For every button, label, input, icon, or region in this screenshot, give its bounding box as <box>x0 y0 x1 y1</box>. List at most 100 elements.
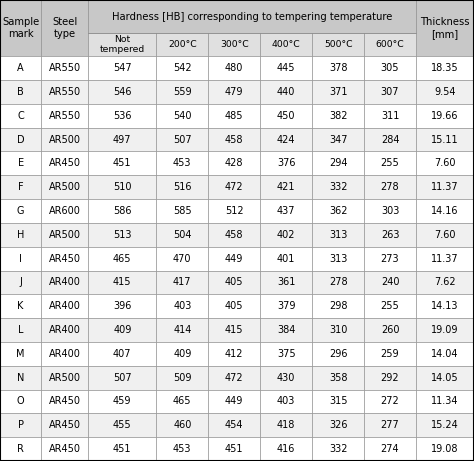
Bar <box>312 223 364 247</box>
Bar <box>416 152 474 175</box>
Text: 15.11: 15.11 <box>431 135 459 145</box>
Text: 451: 451 <box>113 159 131 168</box>
Text: AR500: AR500 <box>49 230 81 240</box>
Text: 449: 449 <box>225 254 244 264</box>
Text: 384: 384 <box>277 325 295 335</box>
Text: 412: 412 <box>225 349 244 359</box>
Text: 470: 470 <box>173 254 191 264</box>
Bar <box>364 366 416 390</box>
Bar <box>416 80 474 104</box>
Bar <box>0 0 41 56</box>
Bar <box>208 437 260 461</box>
Text: AR600: AR600 <box>49 206 81 216</box>
Bar <box>88 0 416 33</box>
Bar <box>88 414 156 437</box>
Bar <box>364 318 416 342</box>
Text: 403: 403 <box>277 396 295 407</box>
Bar <box>156 104 208 128</box>
Text: AR400: AR400 <box>49 349 81 359</box>
Text: 546: 546 <box>113 87 131 97</box>
Bar <box>312 390 364 414</box>
Bar <box>416 318 474 342</box>
Text: C: C <box>17 111 24 121</box>
Bar <box>260 390 312 414</box>
Bar <box>416 223 474 247</box>
Bar <box>0 80 41 104</box>
Text: AR450: AR450 <box>49 159 81 168</box>
Bar <box>312 294 364 318</box>
Bar <box>88 437 156 461</box>
Text: 7.60: 7.60 <box>434 230 456 240</box>
Text: 586: 586 <box>113 206 131 216</box>
Text: 284: 284 <box>381 135 399 145</box>
Bar <box>312 366 364 390</box>
Bar <box>88 390 156 414</box>
Text: 500°C: 500°C <box>324 40 352 49</box>
Text: 458: 458 <box>225 135 244 145</box>
Text: 540: 540 <box>173 111 191 121</box>
Bar <box>260 366 312 390</box>
Text: 307: 307 <box>381 87 399 97</box>
Text: AR400: AR400 <box>49 278 81 287</box>
Bar <box>260 128 312 152</box>
Bar <box>0 390 41 414</box>
Text: 382: 382 <box>329 111 347 121</box>
Text: 361: 361 <box>277 278 295 287</box>
Text: Thickness
[mm]: Thickness [mm] <box>420 18 470 39</box>
Bar <box>208 128 260 152</box>
Text: 200°C: 200°C <box>168 40 197 49</box>
Text: L: L <box>18 325 23 335</box>
Bar <box>364 294 416 318</box>
Text: 407: 407 <box>113 349 131 359</box>
Text: 18.35: 18.35 <box>431 63 459 73</box>
Text: 450: 450 <box>277 111 295 121</box>
Bar <box>156 33 208 56</box>
Text: 11.37: 11.37 <box>431 182 459 192</box>
Text: 600°C: 600°C <box>376 40 404 49</box>
Bar <box>156 271 208 294</box>
Bar <box>416 366 474 390</box>
Bar <box>364 128 416 152</box>
Bar <box>260 414 312 437</box>
Text: 453: 453 <box>173 159 191 168</box>
Text: 480: 480 <box>225 63 244 73</box>
Text: D: D <box>17 135 25 145</box>
Bar <box>312 199 364 223</box>
Text: O: O <box>17 396 25 407</box>
Text: 485: 485 <box>225 111 244 121</box>
Text: 376: 376 <box>277 159 295 168</box>
Text: 465: 465 <box>173 396 191 407</box>
Text: 263: 263 <box>381 230 399 240</box>
Bar <box>41 414 88 437</box>
Bar <box>88 152 156 175</box>
Bar <box>208 104 260 128</box>
Text: 7.60: 7.60 <box>434 159 456 168</box>
Text: 19.08: 19.08 <box>431 444 459 454</box>
Bar <box>260 199 312 223</box>
Bar <box>88 175 156 199</box>
Bar <box>156 199 208 223</box>
Bar <box>260 247 312 271</box>
Text: 260: 260 <box>381 325 399 335</box>
Bar <box>364 437 416 461</box>
Text: 11.37: 11.37 <box>431 254 459 264</box>
Bar <box>0 318 41 342</box>
Bar <box>260 294 312 318</box>
Bar <box>0 342 41 366</box>
Bar <box>312 80 364 104</box>
Text: B: B <box>17 87 24 97</box>
Text: AR550: AR550 <box>49 87 81 97</box>
Bar <box>312 152 364 175</box>
Bar <box>312 175 364 199</box>
Text: 15.24: 15.24 <box>431 420 459 430</box>
Bar <box>88 366 156 390</box>
Bar <box>364 104 416 128</box>
Text: 507: 507 <box>113 372 132 383</box>
Bar <box>156 247 208 271</box>
Text: 294: 294 <box>329 159 347 168</box>
Text: 347: 347 <box>329 135 347 145</box>
Bar <box>156 80 208 104</box>
Text: AR400: AR400 <box>49 301 81 311</box>
Bar <box>156 294 208 318</box>
Text: 497: 497 <box>113 135 131 145</box>
